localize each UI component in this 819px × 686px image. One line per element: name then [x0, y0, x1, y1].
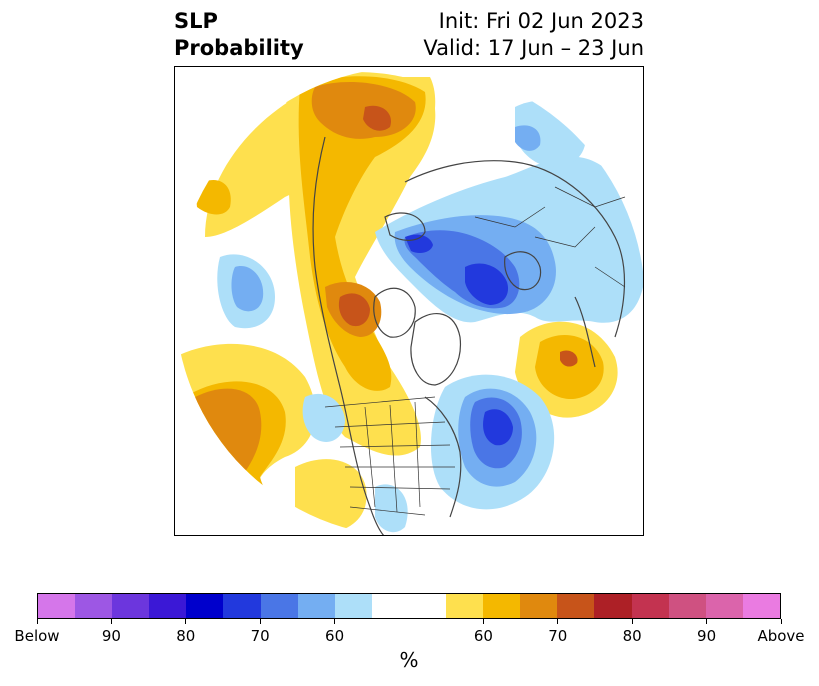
colorbar-tick	[706, 619, 708, 624]
forecast-dates: Init: Fri 02 Jun 2023 Valid: 17 Jun – 23…	[423, 8, 644, 62]
colorbar-tick-label: 90	[101, 627, 121, 645]
colorbar-tick-label: 80	[622, 627, 642, 645]
political-borders	[324, 186, 626, 516]
coastline-us-east	[424, 396, 462, 518]
above-65-region-atlantic	[535, 334, 604, 400]
colorbar-tick	[110, 619, 112, 624]
colorbar-segment	[408, 594, 447, 618]
border-us-states-2	[339, 444, 451, 448]
colorbar-tick-label: 90	[697, 627, 717, 645]
colorbar-tick	[482, 619, 484, 624]
border-us-states-4	[349, 486, 451, 490]
coastlines	[312, 136, 626, 535]
border-us-states-6	[389, 404, 398, 513]
border-us-mexico	[349, 506, 426, 516]
colorbar-segment	[75, 594, 113, 618]
coastline-europe	[574, 296, 596, 368]
border-us-states-5	[364, 406, 376, 508]
border-us-states-7	[414, 401, 421, 508]
colorbar-segment	[371, 594, 409, 618]
colorbar-segment	[297, 594, 335, 618]
border-asia-2	[594, 266, 626, 288]
coastline-arctic-islands	[384, 212, 426, 241]
colorbar	[37, 593, 781, 619]
colorbar-segment	[557, 594, 595, 618]
shaded-field	[175, 72, 643, 535]
chart-title: SLP Probability	[174, 8, 304, 62]
colorbar-tick-label: 60	[473, 627, 493, 645]
valid-range: Valid: 17 Jun – 23 Jun	[423, 36, 644, 60]
colorbar-tick	[259, 619, 261, 624]
below-65-region-siberia	[515, 125, 541, 151]
colorbar-segment	[334, 594, 372, 618]
colorbar-tick-label: Below	[14, 627, 60, 645]
border-europe-2	[534, 226, 596, 248]
colorbar-segment	[446, 594, 484, 618]
colorbar-segment	[594, 594, 632, 618]
coastline-eurasia	[404, 160, 626, 338]
colorbar-segment	[38, 594, 76, 618]
above-75-region-canada	[363, 105, 391, 131]
border-canada-us	[324, 396, 436, 408]
above-65-region-nw	[195, 179, 231, 215]
colorbar-segment	[520, 594, 558, 618]
colorbar-segment	[186, 594, 224, 618]
below-60-region-mexico	[375, 484, 408, 533]
above-75-region-atlantic	[560, 350, 578, 367]
probability-map	[174, 66, 644, 536]
above-75-region-hudson	[338, 293, 370, 327]
coastline-hudson-bay	[373, 287, 416, 338]
colorbar-segment	[483, 594, 521, 618]
colorbar-tick	[631, 619, 633, 624]
coastline-scandinavia	[504, 251, 542, 291]
above-70-region-west	[193, 388, 262, 474]
map-canvas	[175, 72, 643, 535]
title-line-1: SLP	[174, 9, 218, 33]
colorbar-segment	[149, 594, 187, 618]
colorbar-tick	[334, 619, 336, 624]
colorbar-segment	[742, 594, 780, 618]
coastline-greenland	[410, 313, 462, 386]
colorbar-tick	[780, 619, 782, 624]
coastline-north-america	[312, 136, 385, 535]
border-europe-1	[474, 206, 546, 228]
border-asia-1	[554, 186, 626, 208]
colorbar-tick-label: 70	[250, 627, 270, 645]
below-75-region-kara	[405, 234, 433, 253]
below-75-region-eurasia	[465, 263, 509, 305]
colorbar-segment	[668, 594, 706, 618]
init-date: Init: Fri 02 Jun 2023	[438, 9, 644, 33]
colorbar-tick	[36, 619, 38, 624]
colorbar-tick-label: 70	[548, 627, 568, 645]
title-line-2: Probability	[174, 36, 304, 60]
colorbar-segment	[112, 594, 150, 618]
colorbar-segment	[223, 594, 261, 618]
colorbar-tick	[185, 619, 187, 624]
border-us-states-1	[334, 421, 446, 428]
below-75-region-atlantic	[483, 409, 513, 446]
colorbar-segment	[260, 594, 298, 618]
below-65-region-pacific	[231, 266, 264, 312]
above-60-region-gulf	[295, 459, 367, 533]
colorbar-tick-label: 60	[325, 627, 345, 645]
colorbar-segment	[631, 594, 669, 618]
colorbar-tick-label: 80	[176, 627, 196, 645]
colorbar-unit-label: %	[399, 648, 419, 672]
colorbar-segment	[705, 594, 743, 618]
colorbar-ticks: Below 90 80 70 60 60 70 80 90 Above	[0, 619, 819, 645]
colorbar-tick-label: Above	[757, 627, 805, 645]
colorbar-tick	[557, 619, 559, 624]
